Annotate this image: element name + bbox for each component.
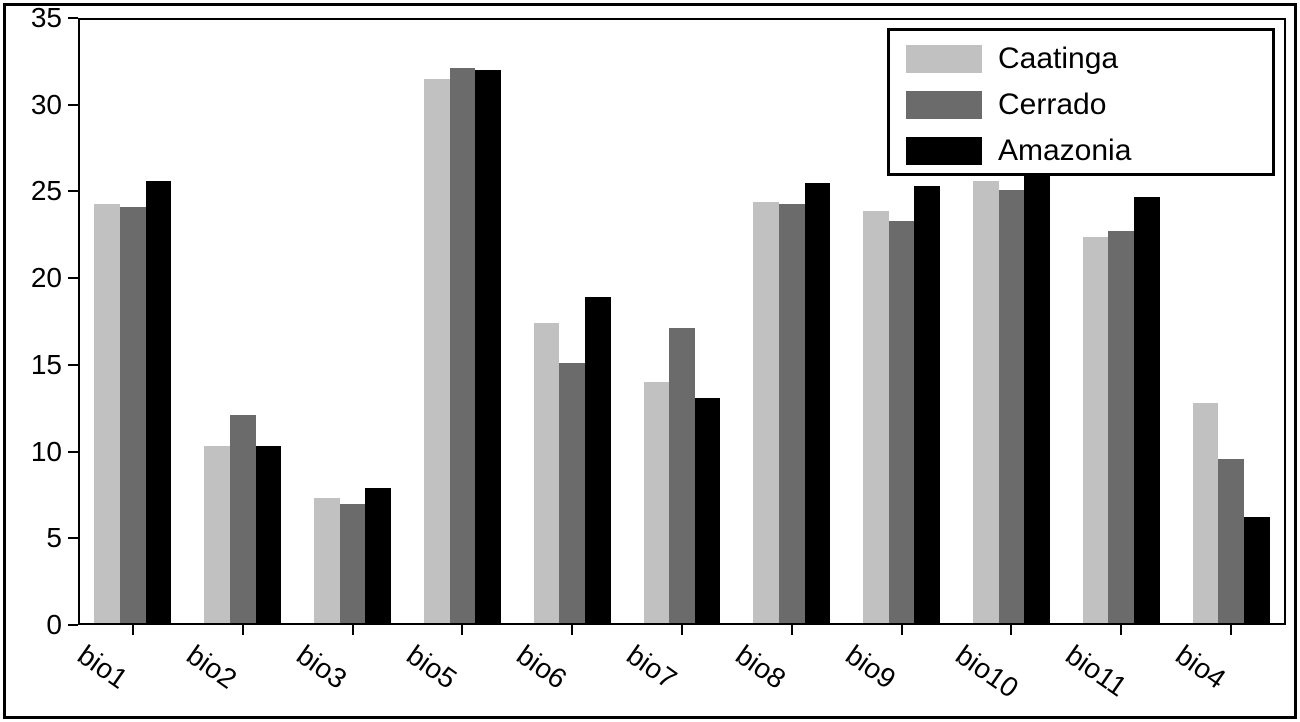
- legend-label: Amazonia: [998, 134, 1131, 168]
- y-tick: [68, 104, 78, 106]
- x-tick: [791, 625, 793, 635]
- legend-swatch: [906, 45, 982, 73]
- legend-item: Caatinga: [906, 45, 1118, 73]
- bar: [863, 211, 889, 625]
- bar: [669, 328, 695, 625]
- bar: [779, 204, 805, 625]
- bar: [1193, 403, 1219, 625]
- bar: [753, 202, 779, 625]
- bar: [585, 297, 611, 625]
- y-tick: [68, 451, 78, 453]
- bar: [450, 68, 476, 625]
- bar: [559, 363, 585, 625]
- x-tick: [571, 625, 573, 635]
- x-tick: [901, 625, 903, 635]
- bar: [424, 79, 450, 625]
- y-tick-label: 20: [0, 262, 62, 294]
- y-tick-label: 5: [0, 522, 62, 554]
- bar: [1108, 231, 1134, 625]
- bar: [204, 446, 230, 625]
- x-tick: [1010, 625, 1012, 635]
- bar: [120, 207, 146, 625]
- y-tick-label: 15: [0, 349, 62, 381]
- y-tick: [68, 17, 78, 19]
- x-tick: [352, 625, 354, 635]
- legend: Caatinga Cerrado Amazonia: [887, 28, 1275, 176]
- y-tick: [68, 364, 78, 366]
- bar: [256, 446, 282, 625]
- y-tick-label: 25: [0, 175, 62, 207]
- y-tick-label: 35: [0, 2, 62, 34]
- legend-swatch: [906, 91, 982, 119]
- y-tick-label: 30: [0, 89, 62, 121]
- bar: [230, 415, 256, 625]
- y-tick: [68, 277, 78, 279]
- bar: [1218, 459, 1244, 625]
- bar: [1024, 171, 1050, 625]
- y-tick-label: 0: [0, 609, 62, 641]
- legend-item: Amazonia: [906, 137, 1131, 165]
- x-tick: [1120, 625, 1122, 635]
- x-tick: [132, 625, 134, 635]
- x-tick: [461, 625, 463, 635]
- bar: [94, 204, 120, 625]
- bar: [365, 488, 391, 625]
- legend-item: Cerrado: [906, 91, 1106, 119]
- bar: [973, 181, 999, 625]
- bar: [1134, 197, 1160, 625]
- y-tick-label: 10: [0, 436, 62, 468]
- x-tick: [242, 625, 244, 635]
- y-tick: [68, 537, 78, 539]
- bar: [146, 181, 172, 625]
- bar: [314, 498, 340, 625]
- bar: [1083, 237, 1109, 625]
- y-tick: [68, 624, 78, 626]
- bar: [889, 221, 915, 625]
- x-tick: [681, 625, 683, 635]
- legend-swatch: [906, 137, 982, 165]
- bar: [695, 398, 721, 625]
- bar: [644, 382, 670, 625]
- legend-label: Cerrado: [998, 88, 1106, 122]
- y-tick: [68, 190, 78, 192]
- bar: [914, 186, 940, 625]
- bar: [805, 183, 831, 625]
- x-tick: [1230, 625, 1232, 635]
- bar: [475, 70, 501, 625]
- bar: [999, 190, 1025, 625]
- bar: [340, 504, 366, 625]
- legend-label: Caatinga: [998, 42, 1118, 76]
- bar: [1244, 517, 1270, 625]
- bar: [534, 323, 560, 625]
- chart-container: 05101520253035 bio1bio2bio3bio5bio6bio7b…: [0, 0, 1300, 722]
